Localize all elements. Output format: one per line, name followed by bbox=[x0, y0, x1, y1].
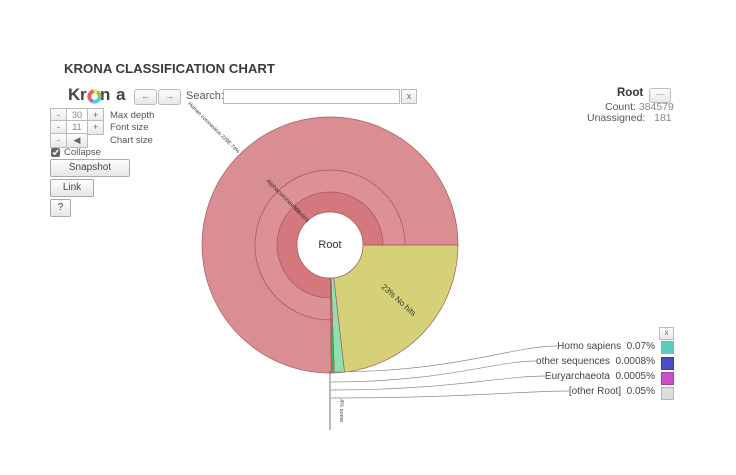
svg-text:.4% some: .4% some bbox=[338, 398, 344, 422]
svg-text:Human coronavirus 229E 74%: Human coronavirus 229E 74% bbox=[186, 101, 240, 155]
svg-text:Root: Root bbox=[318, 239, 341, 251]
